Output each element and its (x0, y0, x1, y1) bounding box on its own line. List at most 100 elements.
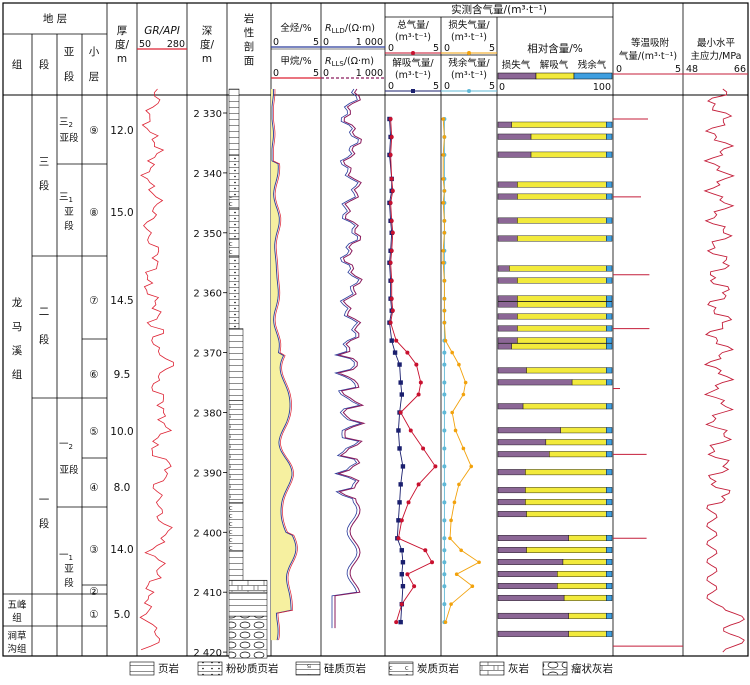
relative-residual-bar (606, 277, 613, 284)
thickness-header-2: 度/ (115, 38, 129, 51)
lost-gas-point (450, 350, 455, 355)
residual-gas-point (442, 410, 447, 415)
residual-gas-point (442, 536, 447, 541)
residual-gas-point (442, 350, 447, 355)
relative-lost-bar (497, 403, 524, 410)
relative-residual-bar (606, 235, 613, 242)
lithology-segment (228, 88, 240, 156)
relative-lost-bar (497, 343, 512, 350)
total-gas-point (389, 296, 394, 301)
desorbed-gas-point (398, 619, 403, 625)
lost-gas-point (443, 620, 448, 624)
lithology-segment (228, 256, 240, 329)
desorbed-gas-header-1: 解吸气量/ (392, 57, 434, 69)
thickness-header-3: m (117, 53, 127, 65)
residual-gas-header-2: (m³·t⁻¹) (451, 70, 487, 81)
jiancao-label-1: 涧草 (7, 630, 26, 642)
litho-header-4: 面 (244, 55, 255, 67)
relative-residual-bar (606, 583, 613, 589)
tg-min: 0 (273, 37, 279, 48)
residual-gas-point (442, 602, 447, 607)
relative-desorbed-bar (517, 313, 607, 320)
relative-lost-bar (497, 295, 518, 302)
rlls-header: RLLS/(Ω·m) (325, 56, 374, 68)
lost-gas-point (470, 584, 475, 589)
relative-lost-label: 损失气 (502, 59, 531, 71)
residual-gas-legend-marker (467, 89, 471, 93)
rlld-header: RLLD/(Ω·m) (325, 23, 375, 35)
relative-lost-bar (497, 337, 518, 344)
total-gas-point (408, 428, 413, 433)
rlld-min: 0 (323, 37, 329, 48)
legend-label: 炭质页岩 (417, 662, 459, 675)
gr-min: 50 (139, 39, 151, 50)
relative-residual-swatch (573, 72, 613, 80)
relative-residual-bar (606, 379, 613, 386)
table-grid (2, 2, 749, 657)
desorbed-gas-point (392, 350, 398, 355)
depth-header-1: 深 (202, 25, 213, 37)
total-gas-point (388, 116, 393, 121)
lost-gas-point (442, 320, 447, 325)
legend-label: 瘤状灰岩 (571, 662, 613, 675)
rlls-max: 1 000 (356, 68, 383, 79)
relative-desorbed-bar (562, 559, 607, 565)
desorbed-gas-point (397, 500, 402, 505)
total-gas-point (433, 464, 438, 469)
subsection-3-2-label-a: 三2 (59, 117, 73, 129)
relative-desorbed-bar (517, 181, 607, 188)
relative-residual-bar (606, 313, 613, 320)
section-header: 段 (39, 58, 50, 71)
thickness-value: 12.0 (110, 125, 133, 137)
legend-label: 页岩 (158, 662, 179, 675)
lost-gas-point (448, 536, 452, 541)
isotherm-header-1: 等温吸附 (631, 37, 670, 49)
total-gas-line (390, 118, 436, 623)
relative-desorbed-bar (525, 487, 607, 494)
section-3-char-1: 三 (39, 156, 50, 168)
section-1-char-1: 一 (39, 494, 50, 506)
depth-header-3: m (202, 53, 212, 65)
lost-gas-point (442, 231, 447, 235)
lost-gas-point (441, 201, 446, 205)
legend-swatch (479, 661, 505, 676)
relative-desorbed-bar (522, 403, 607, 410)
lost-gas-point (457, 482, 461, 487)
total-gas-point (414, 362, 419, 367)
total-gas-point (394, 620, 399, 625)
lost-gas-point (442, 189, 447, 193)
relative-min: 0 (499, 82, 505, 93)
subsection-3-1-label-b: 亚 (64, 207, 74, 218)
desorbed-gas-point (400, 560, 406, 565)
residual-gas-point (442, 362, 447, 367)
relative-desorbed-bar (517, 235, 607, 242)
desorbed-gas-point (399, 572, 404, 577)
total-gas-point (388, 320, 393, 325)
residual-gas-point (442, 482, 447, 487)
desorbed-gas-point (400, 584, 406, 589)
relative-residual-bar (606, 325, 613, 332)
relative-lost-bar (497, 511, 527, 518)
subsection-3-1-label-c: 段 (64, 220, 74, 232)
total-gas-point (389, 248, 394, 253)
stress-min: 48 (686, 64, 698, 75)
relative-desorbed-bar (571, 379, 607, 386)
depth-tick-label: 2 400 (193, 528, 222, 539)
relative-desorbed-bar (525, 499, 607, 506)
lithology-legend: 页岩 粉砂质页岩 硅质页岩 炭质页岩 灰岩 瘤状灰岩 (129, 661, 613, 676)
residual-gas-max: 5 (489, 81, 495, 92)
total-gas-legend-marker (411, 51, 415, 55)
thickness-value: 14.0 (110, 544, 133, 556)
isotherm-min: 0 (616, 64, 622, 75)
desorbed-gas-min: 0 (388, 81, 394, 92)
lost-gas-point (441, 117, 446, 121)
desorbed-gas-legend-marker (411, 89, 415, 93)
lost-gas-min: 0 (444, 43, 450, 54)
ch4-header: 甲烷/% (280, 55, 311, 67)
section-3-char-2: 段 (39, 179, 50, 192)
lost-gas-point (459, 548, 463, 553)
layer-labels: ⑨ ⑧ ⑦ ⑥ ⑤ ④ ③ ② ① (89, 125, 98, 621)
relative-lost-bar (497, 325, 518, 332)
